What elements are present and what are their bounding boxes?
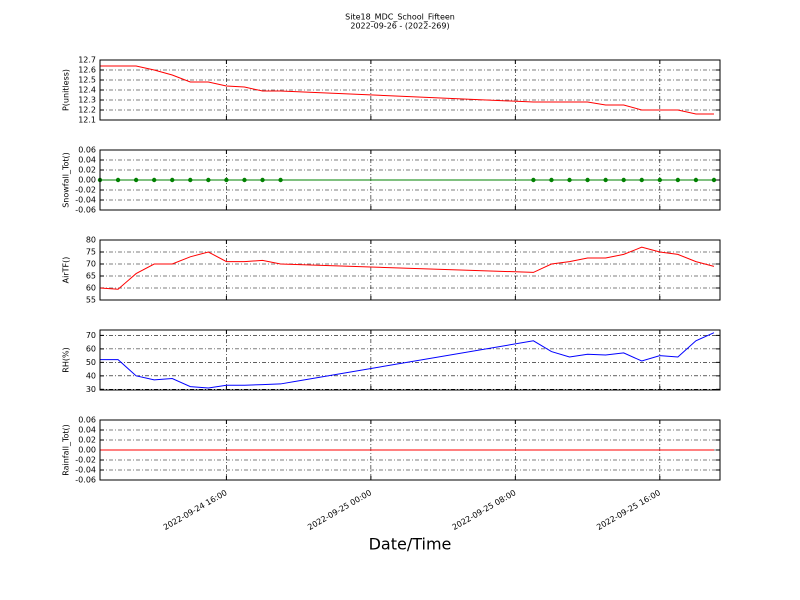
- data-point: [639, 177, 644, 183]
- y-tick-label: 0.06: [78, 416, 96, 425]
- y-tick-label: 70: [86, 260, 96, 269]
- y-tick-label: -0.06: [75, 476, 96, 485]
- data-point: [675, 177, 681, 183]
- data-point: [278, 177, 283, 183]
- y-tick-label: 12.1: [78, 116, 96, 125]
- data-point: [621, 177, 626, 183]
- axes-frame: [99, 59, 721, 121]
- y-tick-label: 12.4: [78, 86, 96, 95]
- title: Site18_MDC_School_Fifteen: [345, 13, 455, 22]
- y-tick-label: 12.3: [78, 96, 96, 105]
- data-point: [188, 177, 193, 183]
- y-tick-label: -0.02: [75, 456, 96, 465]
- axes-frame: [99, 329, 721, 391]
- data-point: [585, 177, 590, 183]
- y-tick-label: 65: [86, 272, 96, 281]
- data-line: [99, 246, 715, 290]
- y-tick-label: -0.06: [75, 206, 96, 215]
- data-point: [260, 177, 265, 183]
- y-tick-label: 0.00: [78, 176, 96, 185]
- y-tick-label: 70: [86, 331, 96, 340]
- data-point: [170, 177, 175, 183]
- y-axis-label: P(unitless): [62, 69, 71, 111]
- y-tick-label: 50: [86, 358, 96, 367]
- y-tick-label: 55: [86, 296, 96, 305]
- data-point: [115, 177, 121, 183]
- data-point: [711, 177, 717, 183]
- y-tick-label: 12.2: [78, 106, 96, 115]
- data-point: [693, 177, 699, 183]
- data-point: [133, 177, 139, 183]
- y-tick-label: 12.6: [78, 66, 96, 75]
- y-tick-label: 0.02: [78, 436, 96, 445]
- y-tick-label: 12.7: [78, 56, 96, 65]
- data-point: [151, 177, 157, 183]
- data-point: [549, 177, 554, 183]
- data-point: [224, 177, 229, 183]
- y-tick-label: 40: [86, 371, 96, 380]
- y-tick-label: -0.04: [75, 466, 96, 475]
- subtitle: 2022-09-26 - (2022-269): [350, 22, 449, 31]
- y-tick-label: 60: [86, 344, 96, 353]
- data-point: [567, 177, 572, 183]
- y-tick-label: 12.5: [78, 76, 96, 85]
- x-axis-label: Date/Time: [369, 535, 452, 554]
- data-point: [242, 177, 247, 183]
- y-axis-label: Snowfall_Tot(): [62, 152, 71, 208]
- y-tick-label: -0.02: [75, 186, 96, 195]
- y-tick-label: 0.06: [78, 146, 96, 155]
- axes-frame: [99, 239, 721, 301]
- y-axis-label: Rainfall_Tot(): [62, 424, 71, 476]
- y-tick-label: -0.04: [75, 196, 96, 205]
- y-axis-label: AirTF(): [62, 257, 71, 284]
- data-line: [100, 65, 714, 115]
- data-line: [100, 332, 715, 389]
- y-axis-label: RH(%): [62, 347, 71, 372]
- y-tick-label: 0.04: [78, 426, 96, 435]
- y-tick-label: 0.04: [78, 156, 96, 165]
- data-point: [657, 177, 663, 183]
- y-tick-label: 80: [86, 236, 96, 245]
- y-tick-label: 0.02: [78, 166, 96, 175]
- data-point: [531, 177, 536, 183]
- y-tick-label: 60: [86, 284, 96, 293]
- axes-frame: [99, 419, 721, 481]
- data-point: [603, 177, 608, 183]
- y-tick-label: 30: [86, 385, 96, 394]
- data-point: [206, 177, 211, 183]
- y-tick-label: 75: [86, 248, 96, 257]
- axes-frame: [99, 149, 721, 211]
- y-tick-label: 0.00: [78, 446, 96, 455]
